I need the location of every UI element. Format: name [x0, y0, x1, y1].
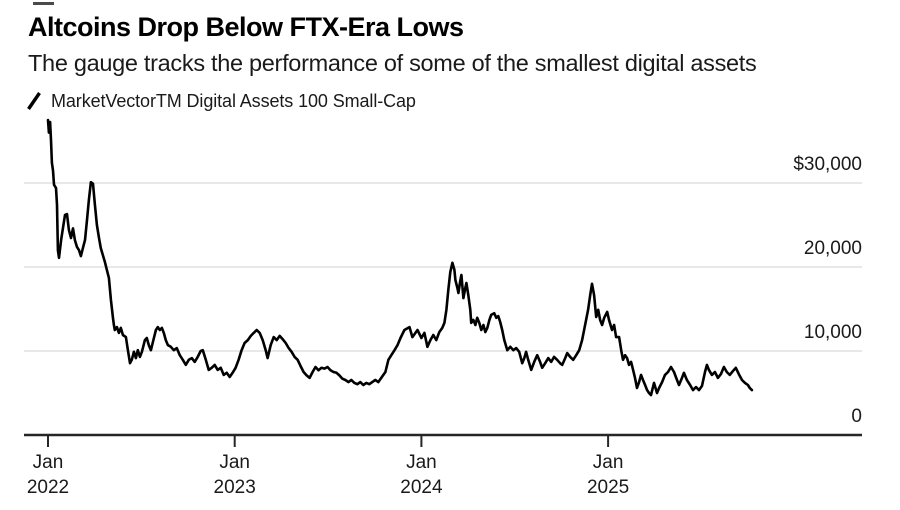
- legend: MarketVectorTM Digital Assets 100 Small-…: [26, 90, 416, 112]
- legend-series-label: MarketVectorTM Digital Assets 100 Small-…: [51, 90, 416, 111]
- chart-title: Altcoins Drop Below FTX-Era Lows: [28, 12, 464, 42]
- top-edge-crop-mark: [33, 2, 54, 5]
- legend-line-marker-icon: [26, 90, 42, 112]
- price-line: [46, 118, 754, 397]
- chart-subtitle: The gauge tracks the performance of some…: [28, 50, 757, 76]
